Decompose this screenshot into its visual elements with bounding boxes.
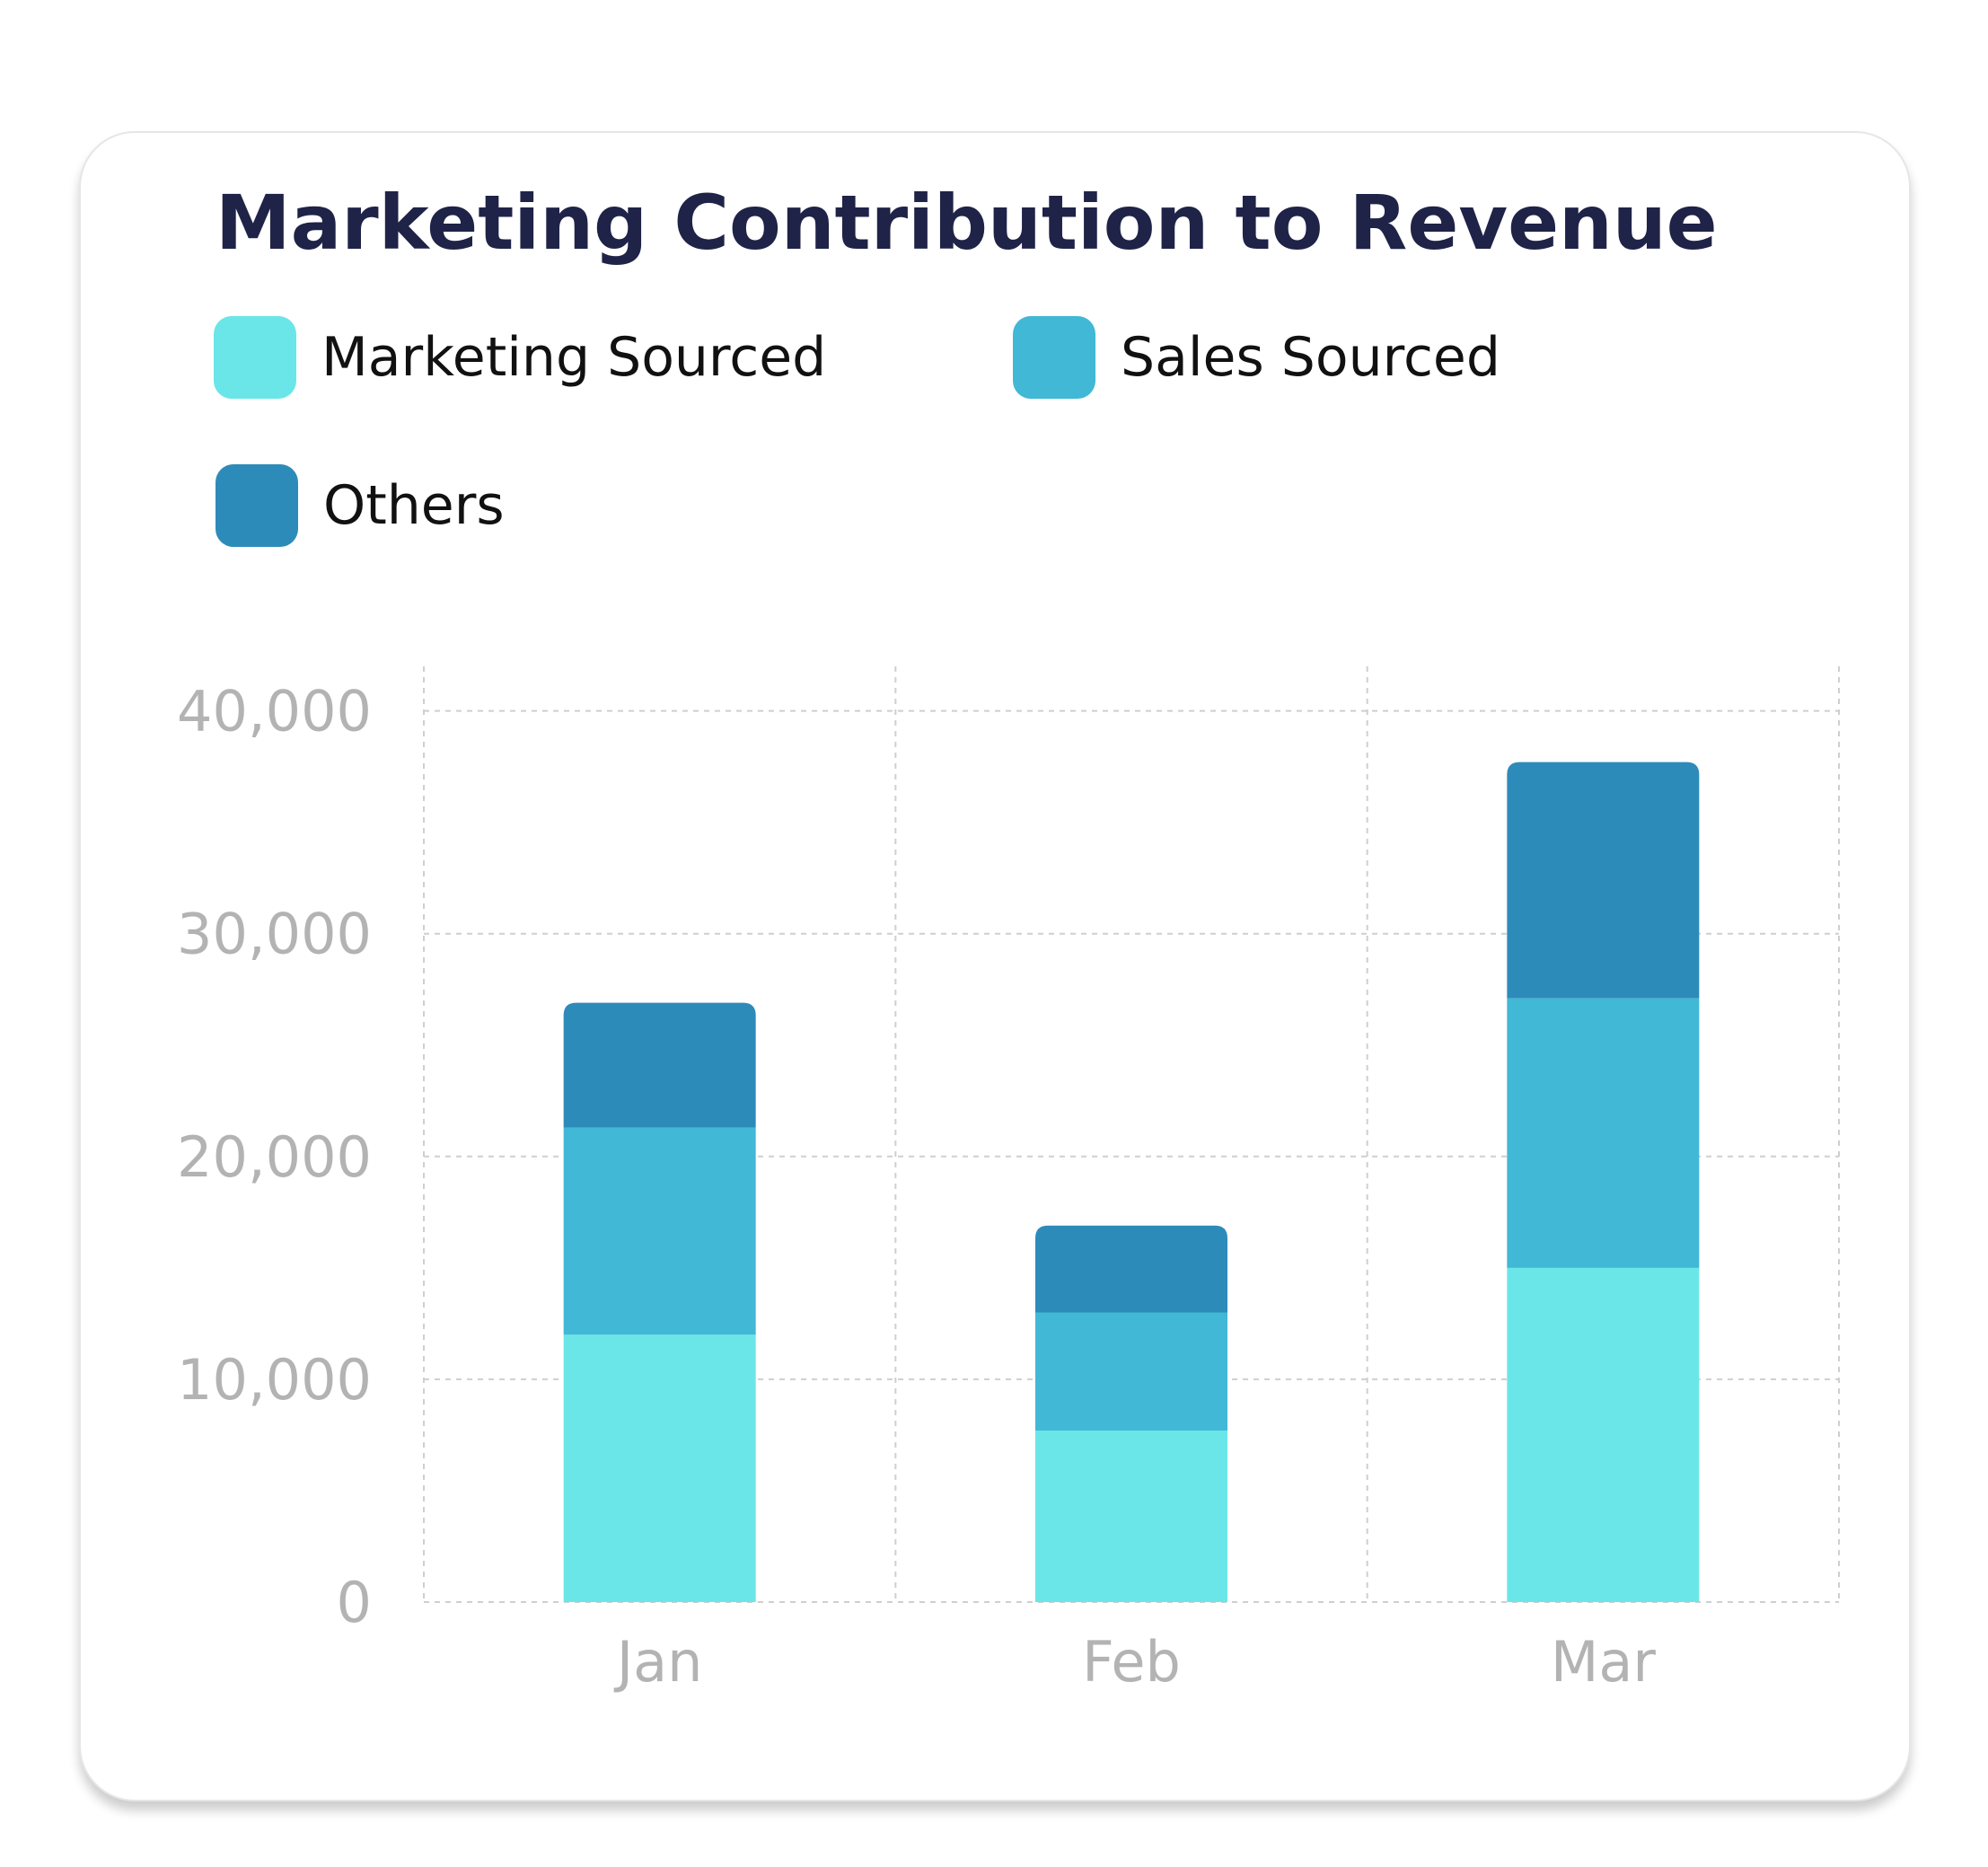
bar-jan-marketing-sourced <box>563 1334 756 1602</box>
legend-item-marketing-sourced: Marketing Sourced <box>214 314 826 401</box>
bar-mar-sales-sourced <box>1507 998 1700 1268</box>
bar-mar-marketing-sourced <box>1507 1267 1700 1602</box>
bar-feb-marketing-sourced <box>1035 1430 1227 1602</box>
legend-swatch-sales-sourced <box>1013 316 1095 399</box>
y-tick-label: 10,000 <box>177 1347 372 1413</box>
y-tick-label: 0 <box>337 1570 372 1635</box>
legend-label-marketing-sourced: Marketing Sourced <box>321 326 827 389</box>
x-tick-label: Jan <box>613 1629 703 1695</box>
legend-item-others: Others <box>216 462 505 549</box>
bar-feb-sales-sourced <box>1035 1312 1227 1431</box>
legend-item-sales-sourced: Sales Sourced <box>1013 314 1500 401</box>
legend-swatch-marketing-sourced <box>214 316 296 399</box>
y-tick-label: 40,000 <box>177 679 372 744</box>
legend-label-others: Others <box>323 474 505 537</box>
y-tick-label: 20,000 <box>177 1124 372 1190</box>
x-tick-label: Mar <box>1551 1629 1656 1695</box>
y-tick-label: 30,000 <box>177 902 372 967</box>
legend-label-sales-sourced: Sales Sourced <box>1121 326 1500 389</box>
chart-title: Marketing Contribution to Revenue <box>216 179 1718 267</box>
bar-jan-sales-sourced <box>563 1127 756 1335</box>
bar-mar-others <box>1507 762 1700 999</box>
x-tick-label: Feb <box>1082 1629 1181 1695</box>
bar-feb-others <box>1035 1225 1227 1313</box>
legend-swatch-others <box>216 464 298 547</box>
bar-jan-others <box>563 1002 756 1128</box>
